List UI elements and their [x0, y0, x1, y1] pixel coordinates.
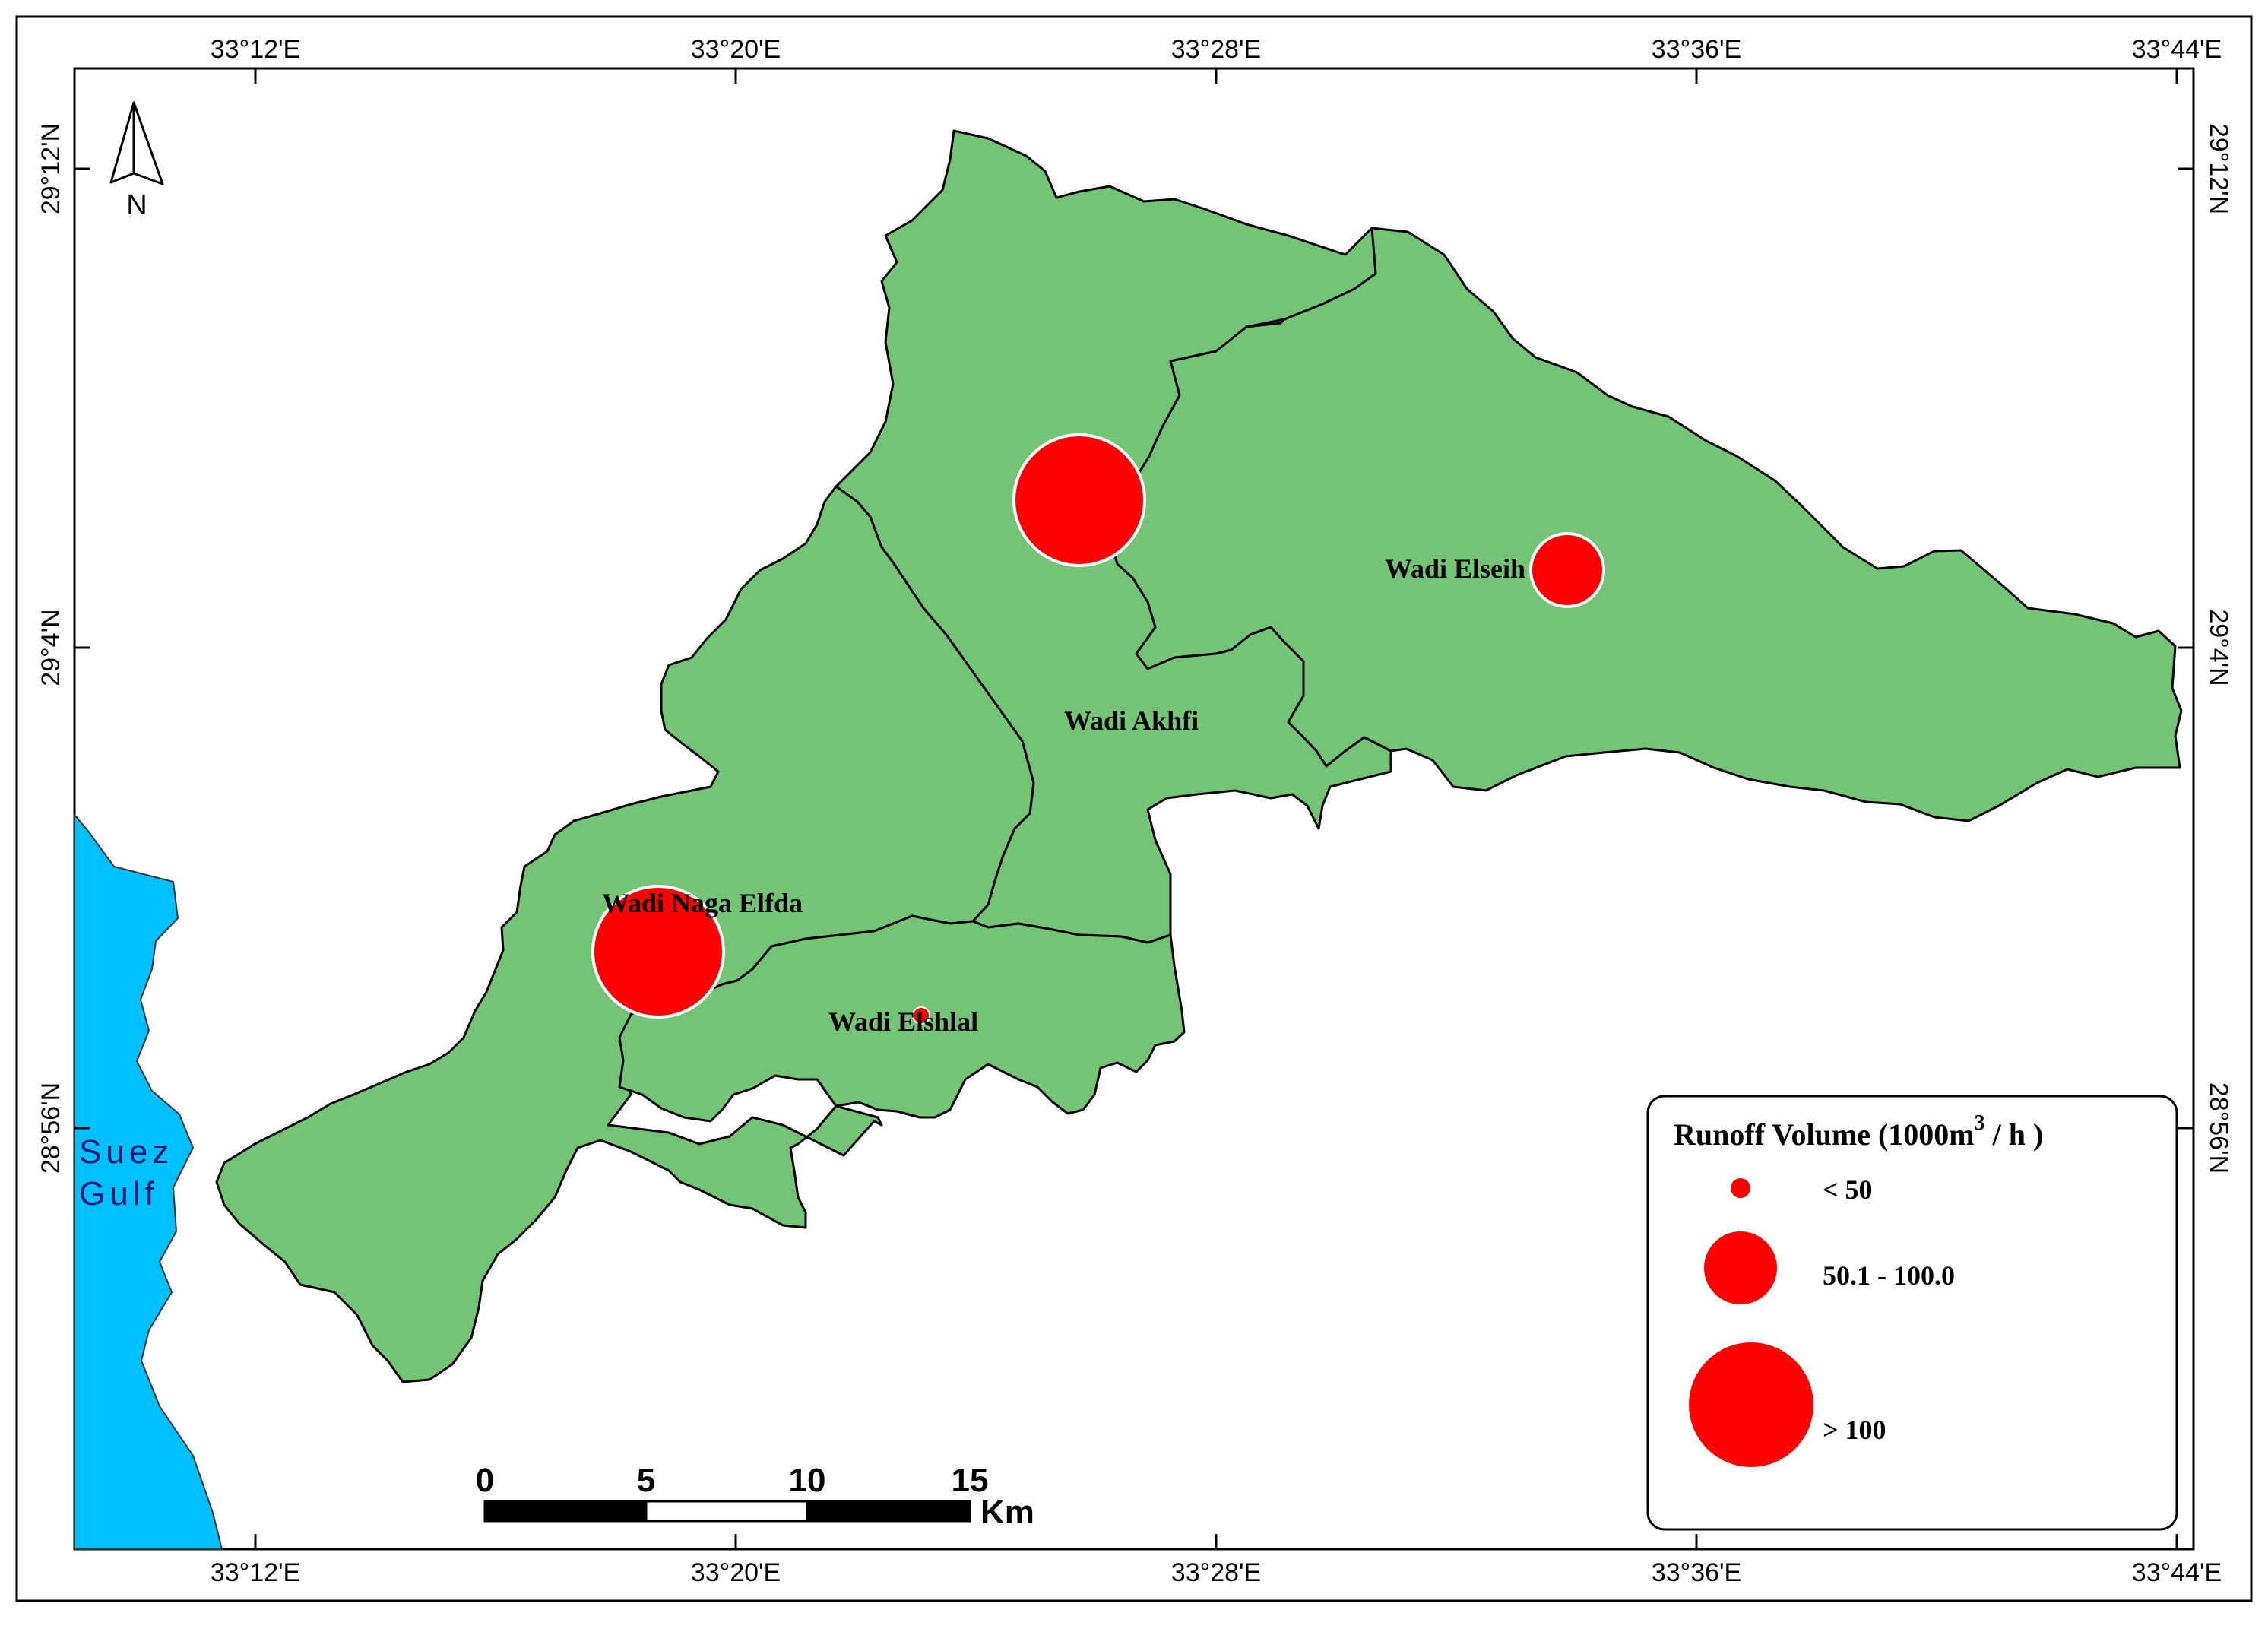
- lat-label-left: 28°56'N: [36, 1082, 65, 1174]
- north-label: N: [126, 189, 147, 221]
- lat-label-right: 29°4'N: [2204, 609, 2233, 686]
- lon-label-bottom: 33°20'E: [691, 1558, 781, 1587]
- lon-label-top: 33°36'E: [1652, 35, 1741, 64]
- scale-tick: 0: [476, 1462, 494, 1499]
- scale-bar: 0 5 10 15 Km: [476, 1462, 1034, 1531]
- legend-class-label: < 50: [1823, 1174, 1873, 1205]
- lat-label-left: 29°12'N: [36, 123, 65, 214]
- basin-label: Wadi Akhfi: [1064, 705, 1199, 736]
- legend-box: [1646, 1095, 2178, 1531]
- basin-label: Wadi Naga Elfda: [602, 888, 803, 918]
- basin-label: Wadi Elseih: [1385, 553, 1525, 584]
- runoff-symbol-small: [912, 1006, 930, 1025]
- legend-symbol-large: [1689, 1342, 1813, 1467]
- legend-class-label: > 100: [1823, 1415, 1886, 1445]
- basin-label: Wadi Elshlal: [828, 1006, 978, 1037]
- lon-label-top: 33°44'E: [2132, 35, 2222, 64]
- scale-tick: 5: [637, 1462, 655, 1499]
- legend: Runoff Volume (1000m3 / h ) < 50 50.1 - …: [1646, 1095, 2178, 1531]
- lat-label-right: 29°12'N: [2204, 123, 2233, 214]
- scale-tick: 10: [789, 1462, 826, 1499]
- sea-label: Suez: [79, 1133, 173, 1171]
- runoff-symbol-medium: [1529, 532, 1605, 608]
- legend-symbol-medium: [1704, 1231, 1777, 1304]
- legend-title: Runoff Volume (1000m3 / h ): [1674, 1111, 2043, 1152]
- sea-label: Gulf: [79, 1175, 159, 1212]
- runoff-symbol-large: [1012, 433, 1146, 567]
- legend-symbol-small: [1731, 1178, 1750, 1198]
- scale-tick: 15: [952, 1462, 989, 1499]
- north-arrow-icon: N: [109, 101, 164, 221]
- lon-label-top: 33°20'E: [691, 35, 781, 64]
- lon-label-bottom: 33°12'E: [211, 1558, 300, 1587]
- scale-unit: Km: [980, 1494, 1034, 1531]
- lon-label-top: 33°12'E: [211, 35, 300, 64]
- lon-label-bottom: 33°44'E: [2132, 1558, 2222, 1587]
- runoff-symbol-large: [591, 885, 725, 1019]
- lon-label-bottom: 33°28'E: [1171, 1558, 1261, 1587]
- lat-label-right: 28°56'N: [2204, 1082, 2233, 1174]
- lat-label-left: 29°4'N: [36, 609, 65, 686]
- runoff-symbols: [591, 433, 1605, 1025]
- suez-gulf-sea: [74, 813, 223, 1550]
- legend-class-label: 50.1 - 100.0: [1823, 1260, 1955, 1291]
- lon-label-bottom: 33°36'E: [1652, 1558, 1741, 1587]
- graticule-ticks: [74, 68, 2194, 1549]
- lon-label-top: 33°28'E: [1171, 35, 1261, 64]
